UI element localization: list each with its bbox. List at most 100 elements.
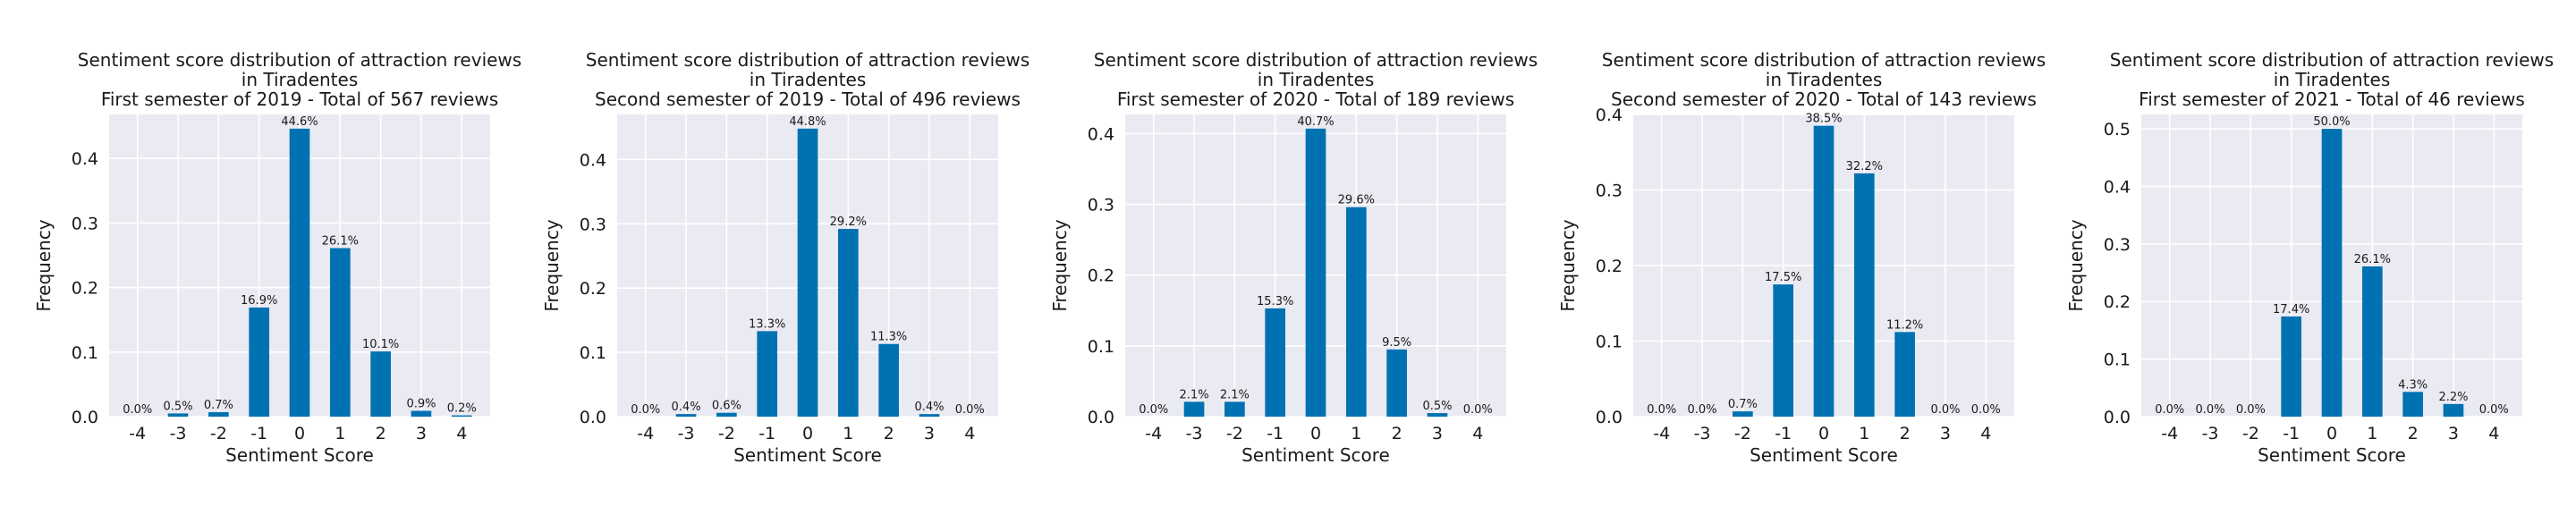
x-axis-label: Sentiment Score	[1241, 444, 1390, 466]
x-tick-label: 0	[294, 424, 305, 443]
y-axis-label: Frequency	[1049, 219, 1071, 311]
bar-value-label: 4.3%	[2398, 378, 2428, 392]
bar-value-label: 10.1%	[362, 338, 399, 351]
x-tick-label: 2	[376, 424, 386, 443]
x-tick-label: -2	[718, 424, 735, 443]
x-tick-label: 0	[1310, 424, 1321, 443]
bar-value-label: 0.0%	[1930, 403, 1960, 417]
chart-title-line: Sentiment score distribution of attracti…	[1602, 49, 2046, 71]
chart-title-line: in Tiradentes	[750, 69, 866, 90]
bar-value-label: 29.6%	[1338, 194, 1375, 207]
y-tick-label: 0.4	[1596, 106, 1623, 125]
y-tick-label: 0.1	[72, 343, 98, 363]
x-axis-label: Sentiment Score	[2258, 444, 2406, 466]
y-tick-label: 0.2	[1596, 257, 1623, 276]
y-tick-label: 0.2	[1088, 266, 1114, 286]
y-tick-label: 0.0	[1088, 408, 1114, 427]
x-tick-label: -1	[1775, 424, 1792, 443]
bar-value-label: 2.2%	[2438, 391, 2468, 404]
x-tick-label: -3	[1186, 424, 1203, 443]
bar-value-label: 38.5%	[1805, 113, 1842, 126]
x-tick-label: -1	[250, 424, 267, 443]
chart-title-line: Second semester of 2020 - Total of 143 r…	[1611, 89, 2037, 110]
bar-3	[2443, 403, 2464, 417]
y-tick-label: 0.1	[580, 343, 606, 363]
y-tick-label: 0.0	[580, 408, 606, 427]
bar-2	[1386, 349, 1407, 417]
y-tick-label: 0.4	[580, 150, 606, 170]
bar-value-label: 44.8%	[789, 115, 826, 129]
bar-1	[2361, 266, 2383, 417]
bar-value-label: 0.5%	[164, 400, 193, 413]
bar-value-label: 0.0%	[1688, 403, 1717, 417]
x-tick-label: -2	[210, 424, 227, 443]
y-tick-label: 0.3	[580, 215, 606, 234]
y-tick-label: 0.3	[2104, 235, 2131, 255]
x-tick-label: 1	[2367, 424, 2377, 443]
bar-value-label: 0.0%	[1971, 403, 2001, 417]
bar-0	[797, 128, 818, 417]
x-tick-label: -2	[1226, 424, 1243, 443]
x-tick-label: 2	[2408, 424, 2419, 443]
bar-value-label: 26.1%	[322, 235, 359, 249]
y-tick-label: 0.0	[2104, 408, 2131, 427]
x-tick-label: -1	[1267, 424, 1284, 443]
y-axis-label: Frequency	[2065, 219, 2087, 311]
bar-value-label: 0.7%	[1728, 398, 1758, 411]
x-tick-label: -1	[758, 424, 775, 443]
bar-value-label: 16.9%	[241, 294, 277, 308]
x-tick-label: -2	[2242, 424, 2259, 443]
y-tick-label: 0.2	[72, 279, 98, 299]
bar-value-label: 29.2%	[830, 215, 867, 229]
bar-value-label: 0.0%	[2155, 403, 2184, 417]
x-tick-label: 2	[1900, 424, 1911, 443]
bar-3	[411, 410, 432, 417]
bar--2	[716, 412, 737, 417]
bar-3	[1427, 413, 1448, 417]
x-tick-label: 1	[1859, 424, 1869, 443]
bar--1	[1265, 308, 1286, 417]
bar-value-label: 0.4%	[672, 401, 701, 414]
x-tick-label: 2	[1392, 424, 1402, 443]
x-tick-label: 3	[924, 424, 935, 443]
y-tick-label: 0.1	[1596, 333, 1623, 352]
chart-title-line: Sentiment score distribution of attracti…	[2110, 49, 2554, 71]
x-tick-label: 4	[2488, 424, 2499, 443]
chart-panel-2: 0.0% -4 0.4% -3 0.6% -2 13.3% -1 44.8% 0 29.2% 1 11.…	[541, 49, 1030, 466]
y-tick-label: 0.4	[2104, 177, 2131, 197]
y-tick-label: 0.5	[2104, 120, 2131, 139]
bar-value-label: 0.0%	[2236, 403, 2266, 417]
bar--1	[249, 307, 270, 417]
bar-value-label: 26.1%	[2354, 253, 2391, 266]
y-tick-label: 0.4	[1088, 124, 1114, 144]
bar-4	[451, 415, 472, 417]
x-tick-label: 1	[843, 424, 853, 443]
bar-value-label: 9.5%	[1382, 336, 1411, 350]
bar-value-label: 0.7%	[204, 399, 233, 412]
bar-value-label: 40.7%	[1297, 115, 1334, 129]
bar--1	[1773, 284, 1794, 417]
x-tick-label: 2	[884, 424, 894, 443]
x-tick-label: 0	[2326, 424, 2337, 443]
x-tick-label: 4	[456, 424, 467, 443]
y-tick-label: 0.3	[1596, 182, 1623, 201]
x-axis-label: Sentiment Score	[225, 444, 374, 466]
bar-value-label: 0.0%	[2479, 403, 2509, 417]
bar-value-label: 0.0%	[955, 403, 985, 417]
chart-title-line: in Tiradentes	[1258, 69, 1374, 90]
y-tick-label: 0.3	[72, 214, 98, 233]
bar-value-label: 32.2%	[1846, 160, 1883, 173]
bar-0	[2321, 129, 2343, 417]
chart-title-line: First semester of 2021 - Total of 46 rev…	[2139, 89, 2525, 110]
x-tick-label: -4	[129, 424, 146, 443]
y-tick-label: 0.1	[2104, 350, 2131, 370]
bar-0	[1305, 128, 1326, 418]
bar--2	[208, 411, 229, 417]
x-tick-label: 1	[335, 424, 345, 443]
bar-value-label: 17.4%	[2273, 303, 2309, 317]
bar-value-label: 44.6%	[281, 115, 318, 129]
bar-value-label: 0.0%	[2196, 403, 2225, 417]
bar-2	[370, 351, 391, 417]
bar-0	[289, 128, 310, 417]
chart-title-line: in Tiradentes	[242, 69, 358, 90]
